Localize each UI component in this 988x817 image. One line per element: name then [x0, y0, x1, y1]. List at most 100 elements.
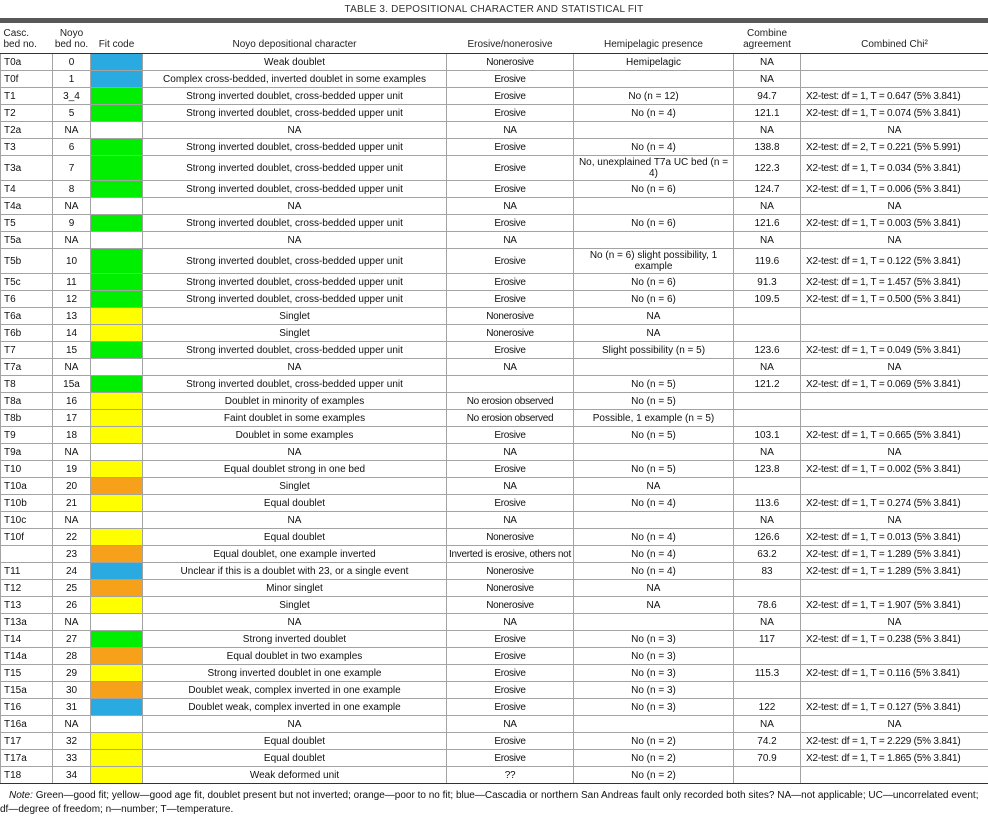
cell-erosive: Nonerosive	[447, 580, 574, 597]
cell-erosive: ??	[447, 767, 574, 784]
cell-noyo: NA	[53, 122, 91, 139]
cell-chi: NA	[801, 122, 988, 139]
cell-chi: X2-test: df = 1, T = 0.013 (5% 3.841)	[801, 529, 988, 546]
fit-code-swatch	[91, 512, 143, 529]
cell-casc: T3	[1, 139, 53, 156]
cell-noyo: 0	[53, 54, 91, 71]
fit-code-swatch	[91, 198, 143, 215]
cell-hemi: NA	[574, 308, 734, 325]
cell-erosive: No erosion observed	[447, 393, 574, 410]
cell-combine: 121.1	[734, 105, 801, 122]
cell-noyo: 26	[53, 597, 91, 614]
cell-chi	[801, 478, 988, 495]
cell-casc: T5	[1, 215, 53, 232]
cell-combine: NA	[734, 232, 801, 249]
cell-depo: Strong inverted doublet, cross-bedded up…	[143, 291, 447, 308]
cell-noyo: 31	[53, 699, 91, 716]
cell-noyo: 16	[53, 393, 91, 410]
cell-erosive: Nonerosive	[447, 308, 574, 325]
cell-erosive: Inverted is erosive, others not	[447, 546, 574, 563]
cell-hemi: No (n = 6) slight possibility, 1 example	[574, 249, 734, 274]
fit-code-swatch	[91, 682, 143, 699]
cell-chi: NA	[801, 359, 988, 376]
cell-erosive: NA	[447, 716, 574, 733]
cell-combine: NA	[734, 122, 801, 139]
cell-combine: 63.2	[734, 546, 801, 563]
cell-depo: Strong inverted doublet, cross-bedded up…	[143, 274, 447, 291]
fit-code-swatch	[91, 563, 143, 580]
cell-erosive: Erosive	[447, 682, 574, 699]
cell-noyo: 33	[53, 750, 91, 767]
cell-chi: NA	[801, 198, 988, 215]
cell-casc: T10a	[1, 478, 53, 495]
cell-hemi: NA	[574, 325, 734, 342]
cell-casc: T17a	[1, 750, 53, 767]
cell-depo: NA	[143, 359, 447, 376]
cell-depo: Unclear if this is a doublet with 23, or…	[143, 563, 447, 580]
fit-code-swatch	[91, 215, 143, 232]
cell-hemi: No (n = 2)	[574, 750, 734, 767]
cell-casc: T18	[1, 767, 53, 784]
cell-casc: T10f	[1, 529, 53, 546]
cell-combine	[734, 682, 801, 699]
cell-hemi	[574, 359, 734, 376]
cell-chi: X2-test: df = 1, T = 0.002 (5% 3.841)	[801, 461, 988, 478]
cell-casc: T0f	[1, 71, 53, 88]
cell-casc: T17	[1, 733, 53, 750]
cell-combine	[734, 410, 801, 427]
cell-hemi: Slight possibility (n = 5)	[574, 342, 734, 359]
cell-erosive: Nonerosive	[447, 325, 574, 342]
cell-combine: NA	[734, 444, 801, 461]
cell-depo: Strong inverted doublet, cross-bedded up…	[143, 342, 447, 359]
cell-noyo: 22	[53, 529, 91, 546]
cell-hemi: No (n = 4)	[574, 546, 734, 563]
cell-casc: T15	[1, 665, 53, 682]
cell-noyo: NA	[53, 232, 91, 249]
column-header-casc: Casc. bed no.	[1, 23, 53, 54]
cell-hemi: No (n = 4)	[574, 105, 734, 122]
cell-erosive: Erosive	[447, 648, 574, 665]
cell-hemi: No (n = 6)	[574, 291, 734, 308]
cell-combine: NA	[734, 359, 801, 376]
fit-code-swatch	[91, 376, 143, 393]
fit-code-swatch	[91, 767, 143, 784]
cell-chi: NA	[801, 232, 988, 249]
cell-erosive: Erosive	[447, 291, 574, 308]
cell-chi: X2-test: df = 1, T = 0.069 (5% 3.841)	[801, 376, 988, 393]
fit-code-swatch	[91, 232, 143, 249]
fit-code-swatch	[91, 461, 143, 478]
fit-code-swatch	[91, 325, 143, 342]
cell-erosive: NA	[447, 198, 574, 215]
cell-depo: Strong inverted doublet, cross-bedded up…	[143, 105, 447, 122]
table-page: TABLE 3. DEPOSITIONAL CHARACTER AND STAT…	[0, 0, 988, 731]
cell-noyo: 29	[53, 665, 91, 682]
cell-chi	[801, 410, 988, 427]
cell-erosive: Erosive	[447, 750, 574, 767]
cell-chi: X2-test: df = 1, T = 2.229 (5% 3.841)	[801, 733, 988, 750]
cell-depo: Strong inverted doublet in one example	[143, 665, 447, 682]
cell-erosive: No erosion observed	[447, 410, 574, 427]
fit-code-swatch	[91, 249, 143, 274]
cell-chi: X2-test: df = 1, T = 1.289 (5% 3.841)	[801, 546, 988, 563]
cell-combine: 94.7	[734, 88, 801, 105]
cell-combine: 123.6	[734, 342, 801, 359]
cell-casc: T16a	[1, 716, 53, 733]
cell-noyo: 32	[53, 733, 91, 750]
cell-erosive: Nonerosive	[447, 529, 574, 546]
cell-chi	[801, 393, 988, 410]
cell-chi: X2-test: df = 1, T = 0.500 (5% 3.841)	[801, 291, 988, 308]
